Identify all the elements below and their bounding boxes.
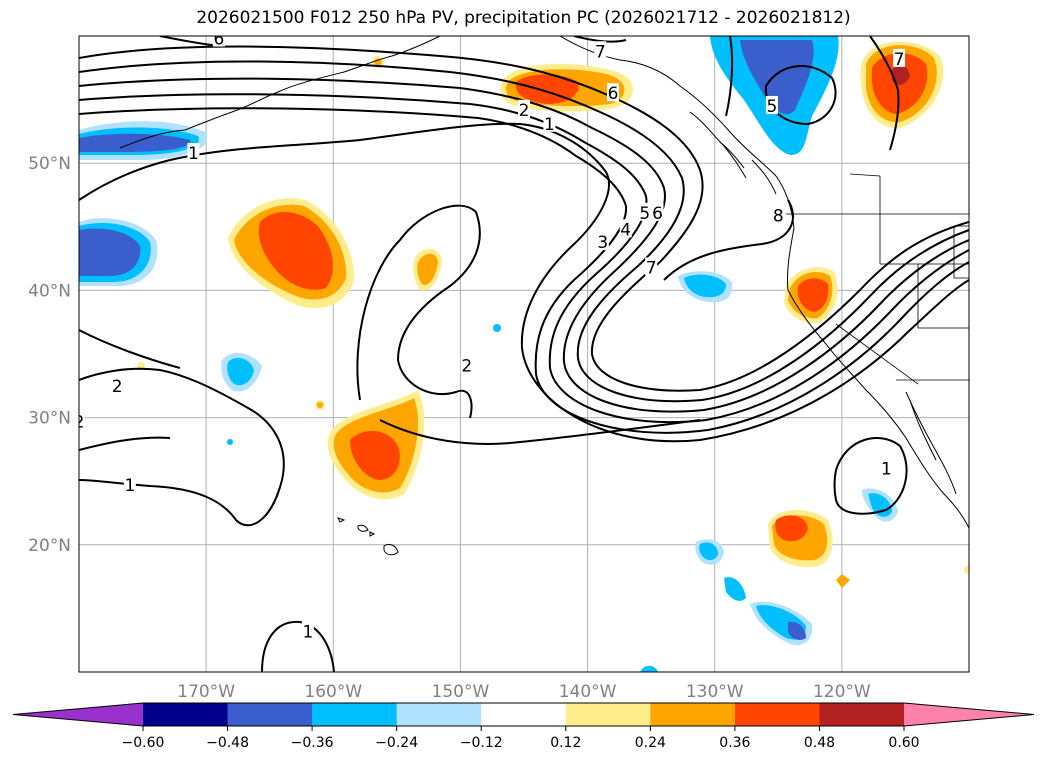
pv-contour-label: 7 [595, 42, 606, 62]
pv-contour-label: 6 [652, 204, 663, 224]
colorbar-segment [565, 703, 651, 726]
colorbar-tick-label: −0.24 [375, 735, 418, 751]
pv-label-halo [543, 113, 556, 132]
colorbar-segment [143, 703, 229, 726]
map-background [79, 36, 969, 672]
pv-label-halo [212, 36, 225, 47]
pv-contour-label: 2 [112, 377, 123, 397]
pv-contour-label: 4 [620, 220, 631, 240]
political-borders [786, 173, 969, 385]
colorbar-tick-label: −0.60 [122, 735, 165, 751]
lat-tick-label: 30°N [28, 409, 71, 429]
pv-contour-label: 2 [74, 412, 85, 432]
pv-label-halo [765, 95, 778, 114]
map-title: 2026021500 F012 250 hPa PV, precipitatio… [196, 8, 851, 28]
lon-tick-label: 150°W [432, 682, 490, 702]
pv-contour-label: 5 [767, 97, 778, 117]
colorbar-tick-label: 0.60 [888, 735, 919, 751]
pv-label-halo [594, 41, 607, 60]
pv-label-halo [596, 232, 609, 251]
lon-tick-label: 130°W [686, 682, 744, 702]
colorbar-extend-max [904, 703, 1034, 726]
pv-contour-label: 2 [461, 356, 472, 376]
pv-contour-label: 1 [544, 115, 555, 135]
pv-contour-label: 1 [302, 622, 313, 642]
lat-tick-label: 40°N [28, 281, 71, 301]
pv-contour-label: 1 [188, 144, 199, 164]
colorbar-segment [650, 703, 736, 726]
lon-tick-label: 160°W [304, 682, 362, 702]
colorbar-tick-label: −0.48 [206, 735, 249, 751]
pv-label-halo [772, 205, 785, 224]
pv-contour-label: 7 [894, 50, 905, 70]
pv-label-halo [893, 48, 906, 67]
coastlines [119, 36, 969, 556]
lon-tick-label: 170°W [177, 682, 235, 702]
pv-contour-label: 1 [124, 476, 135, 496]
colorbar-segment [396, 703, 482, 726]
pv-contour-label: 1 [881, 459, 892, 479]
pv-contour-label: 3 [597, 233, 608, 253]
pv-contours [79, 36, 969, 672]
pv-label-halo [123, 475, 136, 494]
lon-tick-label: 140°W [559, 682, 617, 702]
colorbar-extend-min [13, 703, 143, 726]
lat-tick-label: 50°N [28, 154, 71, 174]
pv-contour-label: 6 [608, 84, 619, 104]
colorbar-tick-label: −0.36 [291, 735, 334, 751]
pv-label-halo [187, 143, 200, 162]
pv-label-halo [651, 202, 664, 221]
longitude-labels: 170°W 160°W 150°W 140°W 130°W 120°W [177, 682, 871, 702]
pv-label-halo [460, 355, 473, 374]
map-frame [78, 35, 970, 673]
latitude-labels: 50°N 40°N 30°N 20°N [28, 154, 71, 556]
lon-tick-label: 120°W [813, 682, 871, 702]
colorbar-segment [819, 703, 905, 726]
pv-label-halo [111, 375, 124, 394]
colorbar: −0.60 −0.48 −0.36 −0.24 −0.12 0.12 0.24 0.36 0.4… [12, 702, 1035, 751]
colorbar-tick-label: 0.12 [550, 735, 581, 751]
pv-contour-label: 7 [646, 259, 657, 279]
colorbar-tick-label: 0.48 [804, 735, 835, 751]
pv-label-halo [79, 411, 85, 430]
colorbar-tick-label: 0.36 [719, 735, 750, 751]
colorbar-segment [481, 703, 567, 726]
lat-tick-label: 20°N [28, 536, 71, 556]
pv-label-halo [301, 621, 314, 640]
pv-label-halo [518, 99, 530, 118]
pv-label-halo [619, 219, 632, 238]
pv-contour-label: 8 [773, 206, 784, 226]
colorbar-segment [734, 703, 820, 726]
colorbar-tick-label: −0.12 [460, 735, 503, 751]
pv-label-halo [880, 458, 893, 477]
pv-label-halo [638, 202, 651, 221]
colorbar-segment [227, 703, 313, 726]
colorbar-segment [312, 703, 398, 726]
colorbar-tick-label: 0.24 [635, 735, 666, 751]
pv-contour-label: 6 [213, 30, 224, 50]
pv-label-halo [607, 83, 619, 102]
pv-label-halo [645, 257, 658, 276]
pv-contour-label: 2 [519, 101, 530, 121]
pv-contour-label: 5 [639, 204, 650, 224]
